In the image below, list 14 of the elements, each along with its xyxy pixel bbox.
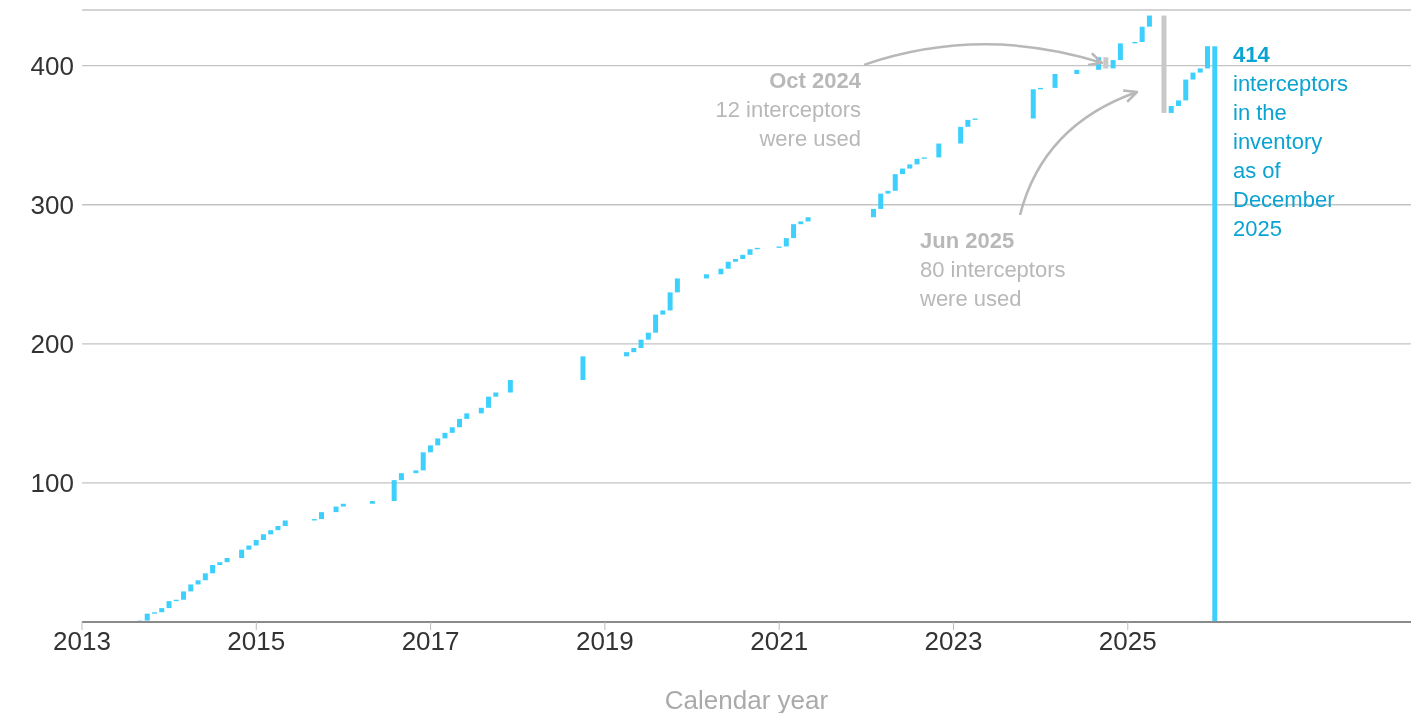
annotation: 414 interceptors in the inventory as of December 2025	[1233, 42, 1348, 241]
y-tick-label: 200	[30, 329, 74, 360]
annotation: Oct 2024 12 interceptors were used	[715, 67, 862, 151]
y-tick-label: 300	[30, 189, 74, 220]
x-tick-label: 2019	[575, 626, 634, 657]
x-tick-label: 2025	[1098, 626, 1157, 657]
annotation: Jun 2025 80 interceptors were used	[919, 228, 1066, 311]
x-tick-label: 2021	[750, 626, 809, 657]
x-tick-label: 2015	[227, 626, 286, 657]
y-tick-label: 400	[30, 50, 74, 81]
x-tick-label: 2017	[401, 626, 460, 657]
y-tick-label: 100	[30, 468, 74, 499]
x-tick-label: 2013	[53, 626, 111, 657]
x-tick-label: 2023	[924, 626, 983, 657]
